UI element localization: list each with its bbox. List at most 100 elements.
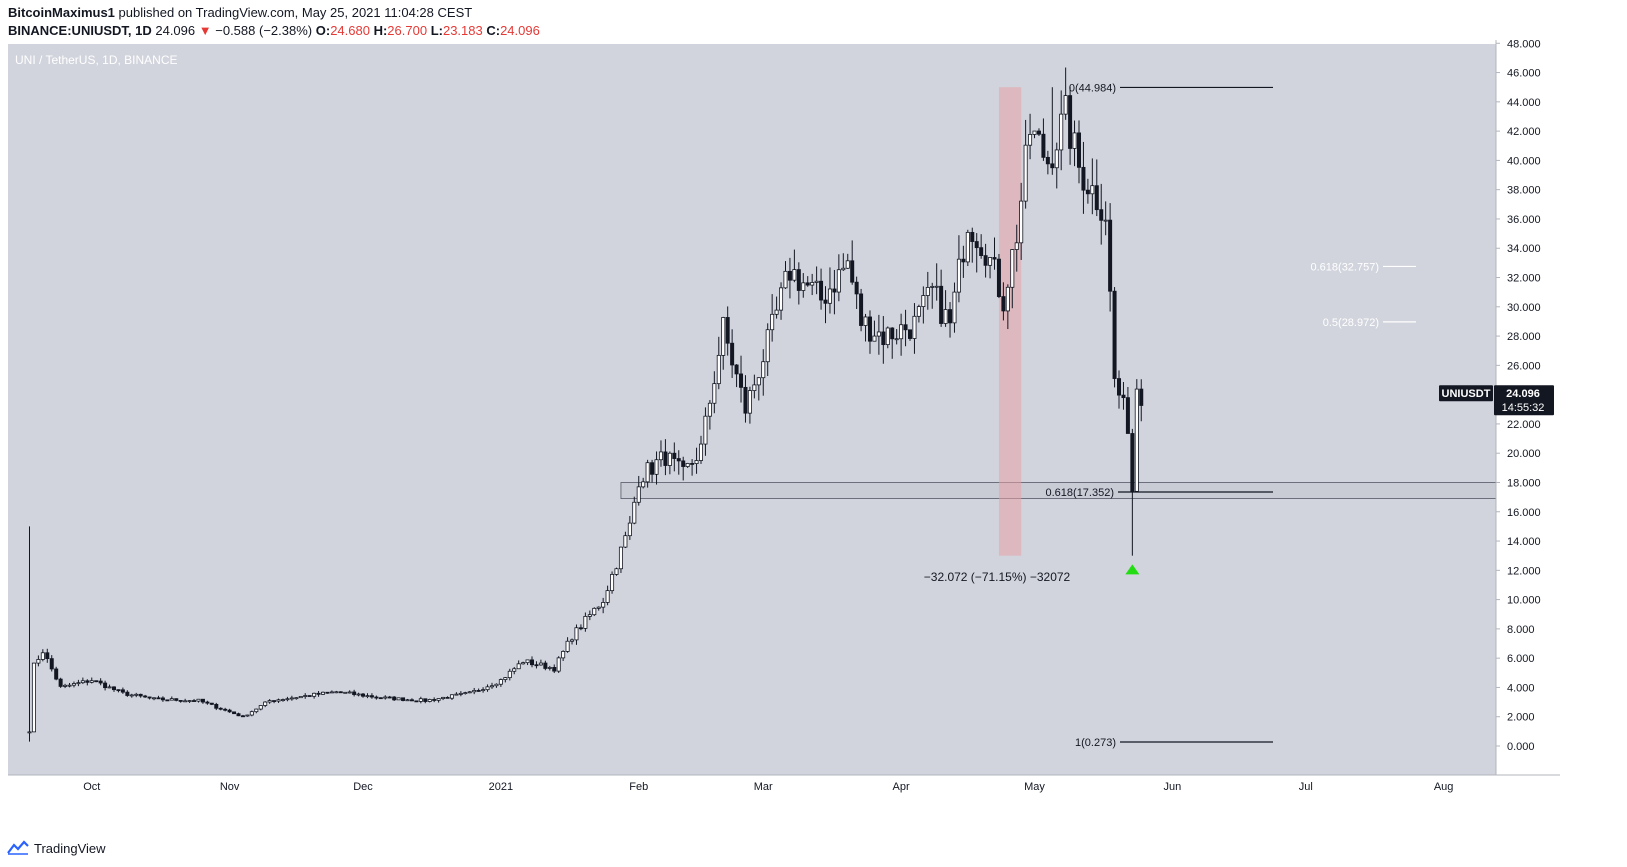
candle-body	[343, 691, 348, 694]
candle	[445, 696, 450, 699]
candle	[587, 610, 592, 621]
low-value: 23.183	[442, 23, 483, 38]
candle	[245, 714, 250, 717]
candle-body	[916, 306, 921, 317]
candle-body	[209, 702, 214, 705]
candle-body	[147, 696, 152, 699]
candle	[663, 439, 668, 476]
candle-body	[610, 574, 615, 592]
footer-brand[interactable]: TradingView	[34, 840, 106, 856]
candle	[1059, 90, 1064, 171]
candle-body	[801, 282, 806, 291]
candle-body	[436, 698, 441, 701]
candle	[138, 693, 143, 698]
candle-body	[445, 696, 450, 699]
candle	[734, 364, 739, 388]
plot-area[interactable]	[8, 44, 1496, 775]
tradingview-logo-icon	[6, 840, 30, 856]
candle	[272, 700, 277, 704]
close-value: 24.096	[500, 23, 540, 38]
candle	[329, 690, 334, 694]
candle	[694, 447, 699, 474]
high-label: H:	[373, 23, 388, 38]
candle	[89, 677, 94, 684]
candle	[859, 288, 864, 332]
candle	[556, 656, 561, 673]
candle	[876, 314, 881, 355]
down-arrow-icon: ▼	[198, 23, 212, 38]
candle-body	[810, 282, 815, 286]
candle	[325, 691, 330, 694]
symbol-label: BINANCE:UNIUSDT, 1D	[8, 23, 152, 38]
x-tick-label: Mar	[754, 781, 773, 793]
candle-body	[547, 667, 552, 669]
candle-body	[925, 287, 930, 296]
candle	[258, 705, 263, 711]
candle-body	[507, 670, 512, 679]
candle	[1076, 120, 1081, 184]
candle-body	[761, 361, 766, 379]
candle-body	[796, 269, 801, 291]
candle-body	[45, 652, 50, 660]
candle-body	[396, 697, 401, 701]
candle	[476, 688, 481, 692]
x-tick-label: Nov	[220, 781, 240, 793]
y-tick-label: 34.000	[1507, 243, 1541, 255]
candle-body	[730, 342, 735, 366]
candle-body	[94, 680, 99, 683]
candle	[80, 677, 85, 685]
candle-body	[467, 691, 472, 694]
candle	[912, 303, 917, 354]
candle	[369, 693, 374, 699]
candle-body	[334, 691, 339, 694]
candle	[832, 269, 837, 315]
candle	[45, 648, 50, 663]
candle-body	[454, 693, 459, 696]
low-label: L:	[430, 23, 443, 38]
y-tick-label: 14.000	[1507, 536, 1541, 548]
chart-header-line1: BitcoinMaximus1 published on TradingView…	[8, 4, 472, 21]
candle	[578, 624, 583, 631]
candle-body	[1085, 189, 1090, 195]
candle-body	[365, 695, 370, 698]
candle-body	[152, 697, 157, 700]
candle-body	[703, 415, 708, 445]
candle-body	[1125, 397, 1130, 434]
candle-body	[134, 693, 139, 696]
candle-body	[383, 696, 388, 699]
last-price: 24.096	[155, 23, 196, 38]
candle-body	[516, 663, 521, 670]
candle-body	[285, 698, 290, 701]
candle	[765, 323, 770, 377]
fib-label: 0.618(17.352)	[1046, 487, 1115, 499]
candle	[1094, 159, 1099, 217]
candle	[232, 711, 237, 715]
candle	[481, 687, 486, 693]
y-tick-label: 20.000	[1507, 448, 1541, 460]
candle-body	[498, 679, 503, 685]
candle-body	[970, 231, 975, 242]
candle-body	[36, 659, 41, 664]
candle-body	[76, 682, 81, 685]
candle-body	[263, 701, 268, 706]
candle	[534, 661, 539, 669]
candle	[1010, 249, 1015, 309]
candle	[147, 696, 152, 700]
candle	[1072, 120, 1077, 167]
candle	[796, 262, 801, 305]
candle	[289, 695, 294, 701]
y-tick-label: 6.000	[1507, 653, 1535, 665]
candle	[552, 664, 557, 674]
candle	[494, 683, 499, 688]
candle	[1085, 178, 1090, 204]
candle	[601, 597, 606, 614]
candle	[574, 624, 579, 645]
candle-body	[592, 607, 597, 616]
candle	[948, 302, 953, 338]
author-name[interactable]: BitcoinMaximus1	[8, 5, 115, 20]
candle-body	[836, 269, 841, 293]
candle-body	[690, 463, 695, 465]
y-tick-label: 8.000	[1507, 624, 1535, 636]
price-tag-value: 24.096	[1506, 388, 1540, 400]
